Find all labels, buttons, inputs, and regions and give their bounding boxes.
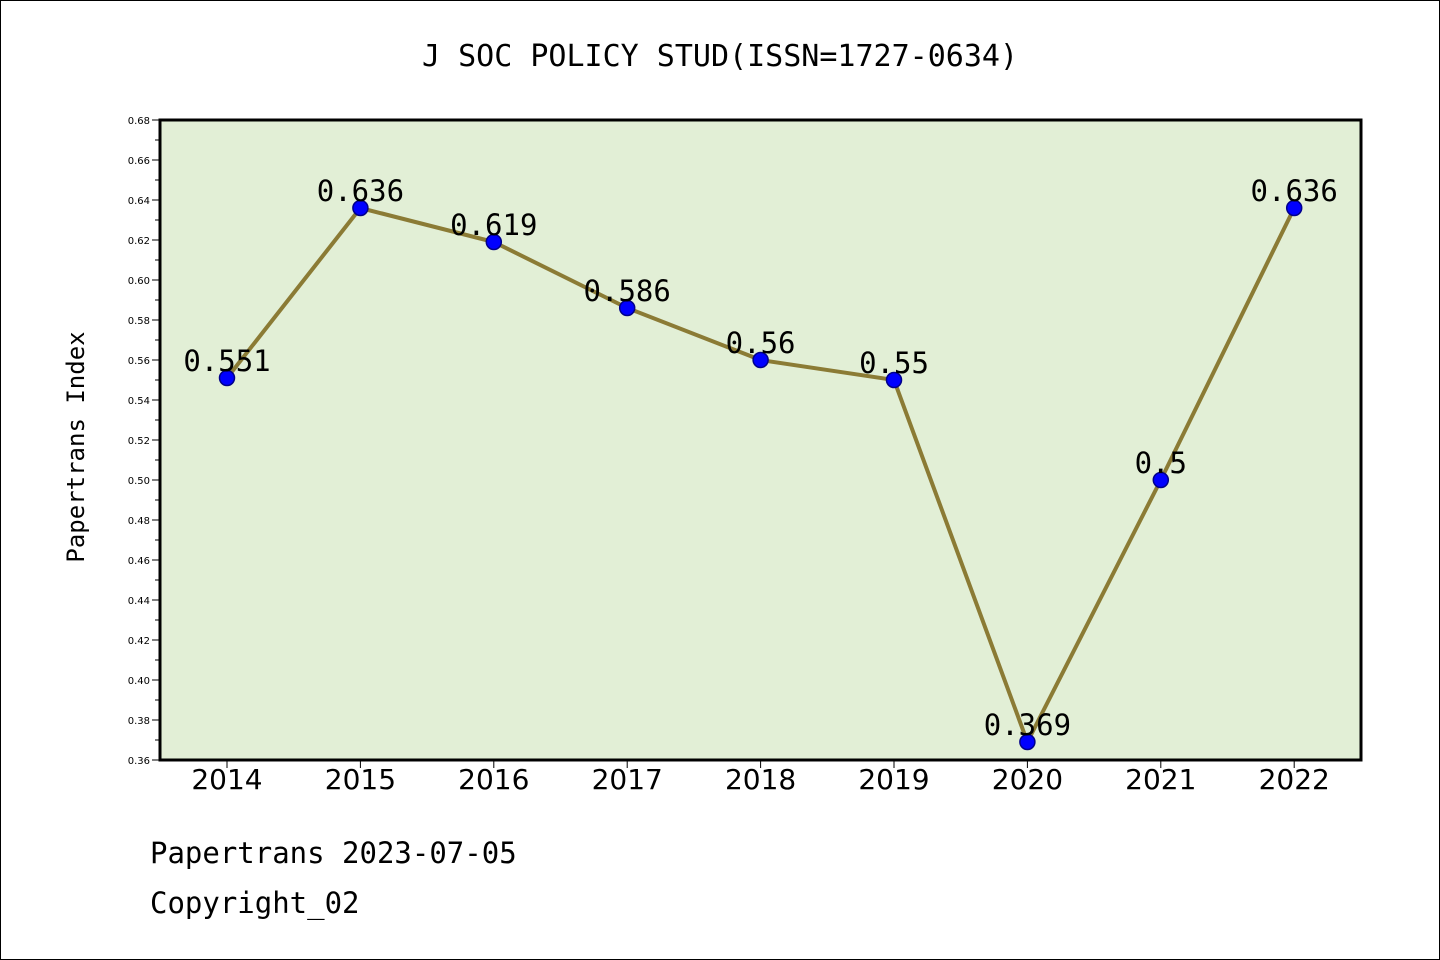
footer-date: Papertrans 2023-07-05: [150, 836, 517, 870]
x-tick-label: 2017: [592, 763, 663, 796]
data-point: [618, 299, 636, 317]
y-tick-label: 0.60: [128, 276, 150, 287]
y-tick-label: 0.68: [128, 116, 150, 127]
data-markers: [218, 199, 1303, 751]
data-point: [352, 199, 369, 217]
y-tick-label: 0.48: [128, 516, 150, 527]
data-label: 0.586: [584, 274, 671, 308]
data-point: [218, 369, 236, 387]
x-tick-label: 2014: [191, 763, 262, 796]
chart-title: J SOC POLICY STUD(ISSN=1727-0634): [422, 39, 1018, 74]
y-tick-label: 0.56: [128, 356, 150, 367]
data-label: 0.5: [1135, 446, 1187, 480]
footer-copyright: Copyright_02: [150, 886, 360, 920]
y-tick-label: 0.44: [128, 596, 150, 607]
y-axis-label: Papertrans Index: [62, 331, 90, 562]
y-tick-label: 0.54: [128, 396, 150, 407]
y-tick-label: 0.42: [128, 636, 150, 647]
data-labels: 0.551 0.636 0.619 0.586 0.56 0.55 0.369 0.5 0.63…: [183, 174, 1338, 742]
x-tick-label: 2016: [458, 763, 529, 796]
data-label: 0.55: [859, 346, 929, 380]
data-point: [1019, 733, 1036, 751]
x-tick-label: 2022: [1259, 763, 1330, 796]
data-label: 0.619: [450, 208, 537, 242]
y-tick-label: 0.36: [128, 756, 150, 767]
x-axis: 2014 2015 2016 2017 2018 2019 2020 2021 2022: [191, 760, 1330, 796]
data-label: 0.636: [1251, 174, 1338, 208]
y-tick-label: 0.58: [128, 316, 150, 327]
x-tick-label: 2020: [992, 763, 1063, 796]
data-label: 0.636: [317, 174, 404, 208]
x-tick-label: 2021: [1125, 763, 1196, 796]
y-tick-label: 0.52: [128, 436, 150, 447]
data-label: 0.551: [183, 344, 270, 378]
plot-area: [158, 118, 1363, 762]
data-point: [885, 371, 903, 389]
y-tick-label: 0.38: [128, 716, 150, 727]
data-point: [485, 233, 503, 251]
x-tick-label: 2018: [725, 763, 796, 796]
x-tick-label: 2019: [858, 763, 929, 796]
data-point: [1285, 199, 1303, 217]
y-tick-label: 0.62: [128, 236, 150, 247]
data-label: 0.369: [984, 708, 1071, 742]
y-tick-label: 0.40: [128, 676, 150, 687]
data-point: [1152, 471, 1170, 489]
y-axis: 0.36 0.38 0.40 0.42 0.44 0.46 0.48 0.50 0.52 0.54…: [128, 116, 160, 767]
data-label: 0.56: [726, 326, 796, 360]
y-tick-label: 0.66: [128, 156, 150, 167]
x-tick-label: 2015: [325, 763, 396, 796]
data-point: [752, 351, 769, 369]
y-tick-label: 0.64: [128, 196, 150, 207]
y-tick-label: 0.46: [128, 556, 150, 567]
y-tick-label: 0.50: [128, 476, 150, 487]
